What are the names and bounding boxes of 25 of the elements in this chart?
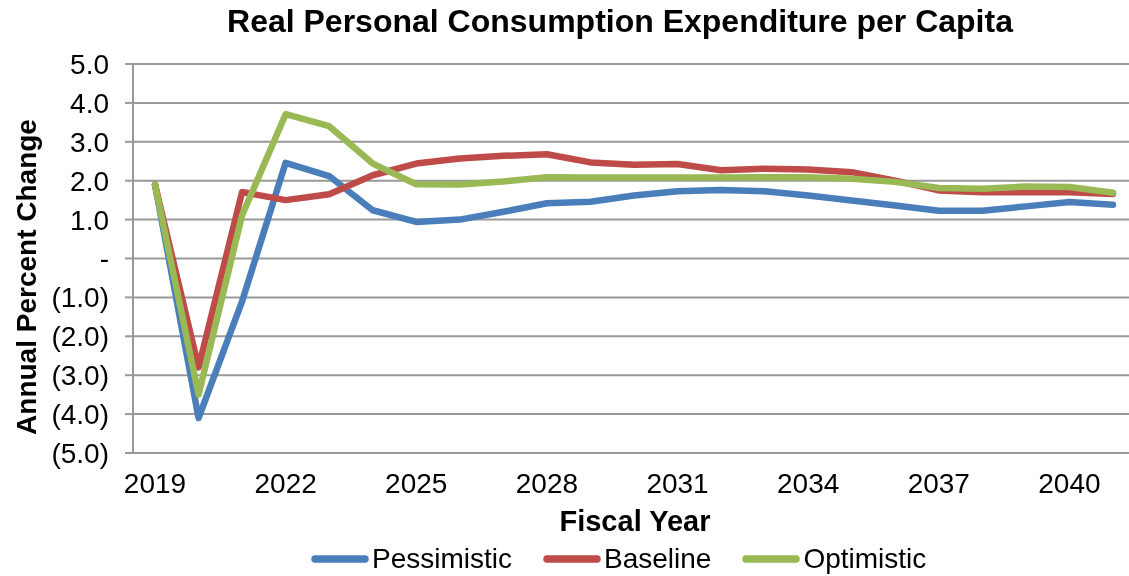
y-tick-label: (1.0) <box>51 282 109 314</box>
y-tick-label: (4.0) <box>51 399 109 431</box>
x-tick-label: 2028 <box>515 467 579 499</box>
y-tick-label: (2.0) <box>51 321 109 353</box>
legend-label: Pessimistic <box>372 543 513 575</box>
y-tick-label: (3.0) <box>51 360 109 392</box>
x-tick-label: 2034 <box>777 467 840 499</box>
y-axis-title: Annual Percent Change <box>10 118 43 437</box>
y-tick-label: (5.0) <box>51 437 109 469</box>
y-tick-label: 5.0 <box>70 48 109 80</box>
y-tick-label: 3.0 <box>70 126 109 158</box>
y-tick-label: 4.0 <box>70 87 109 119</box>
x-tick-label: 2037 <box>907 467 970 499</box>
x-tick-label: 2025 <box>385 467 448 499</box>
x-axis-title: Fiscal Year <box>558 505 712 538</box>
y-tick-label: 2.0 <box>70 165 109 197</box>
legend-label: Optimistic <box>803 543 927 575</box>
y-tick-label: 1.0 <box>70 204 109 236</box>
x-tick-label: 2022 <box>254 467 317 499</box>
y-tick-label: - <box>99 243 109 275</box>
x-tick-label: 2040 <box>1038 467 1101 499</box>
x-tick-label: 2019 <box>123 467 187 499</box>
legend-label: Baseline <box>604 543 712 575</box>
x-tick-label: 2031 <box>646 467 709 499</box>
chart-title: Real Personal Consumption Expenditure per Capita <box>226 3 1015 40</box>
